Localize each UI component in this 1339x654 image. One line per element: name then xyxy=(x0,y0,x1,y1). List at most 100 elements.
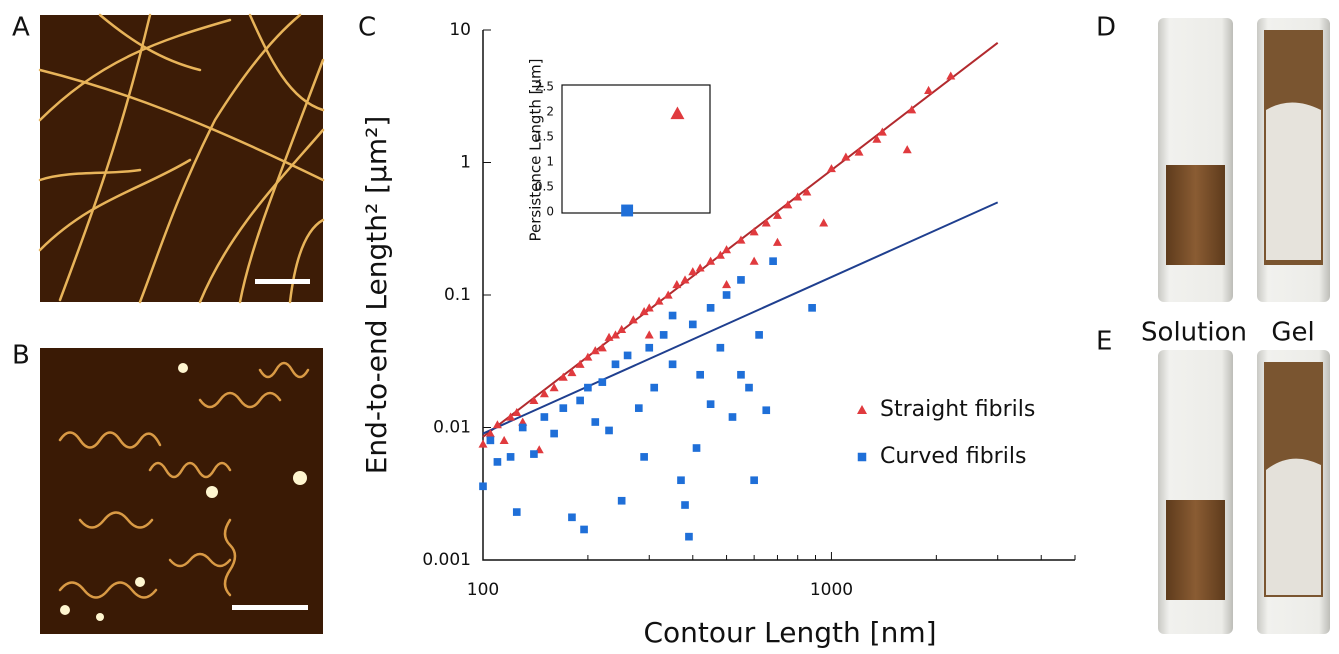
y-axis-label: End-to-end Length² [μm²] xyxy=(360,116,393,475)
point xyxy=(688,320,697,329)
point xyxy=(716,343,725,352)
point xyxy=(755,331,763,339)
point xyxy=(598,378,607,386)
point xyxy=(479,482,487,491)
panel-label: E xyxy=(1096,327,1112,357)
point xyxy=(486,436,495,445)
afm-image-b xyxy=(40,348,323,634)
point xyxy=(634,404,643,412)
point xyxy=(681,501,689,509)
point xyxy=(745,383,753,392)
panel-label: B xyxy=(12,341,30,371)
point xyxy=(854,147,864,156)
point xyxy=(628,315,638,324)
x-axis-label: Contour Length [nm] xyxy=(643,616,936,649)
point xyxy=(924,85,934,95)
point xyxy=(611,360,620,369)
point xyxy=(529,395,539,405)
point xyxy=(645,343,654,352)
y-tick-label: 1.5 xyxy=(535,130,554,144)
point xyxy=(590,346,600,355)
point xyxy=(644,330,654,339)
point xyxy=(841,152,851,161)
point xyxy=(772,237,782,246)
point xyxy=(692,444,701,452)
point xyxy=(706,256,716,265)
point xyxy=(604,332,614,341)
point xyxy=(583,352,593,361)
point xyxy=(793,192,803,201)
legend-label: Straight fibrils xyxy=(880,397,1035,422)
point xyxy=(668,311,677,320)
point xyxy=(749,227,759,236)
point xyxy=(518,417,528,426)
y-tick-label: 0.5 xyxy=(535,180,554,194)
point xyxy=(783,200,793,209)
point xyxy=(685,532,693,541)
point xyxy=(597,343,607,352)
point xyxy=(696,370,704,379)
point xyxy=(650,383,659,392)
y-tick-label: 0.01 xyxy=(433,418,471,438)
x-tick-label: 1000 xyxy=(810,580,853,600)
point xyxy=(706,304,715,312)
point xyxy=(819,218,829,227)
panel-label: D xyxy=(1096,13,1116,43)
point xyxy=(485,429,495,438)
x-tick-label: 100 xyxy=(467,580,499,600)
point xyxy=(737,370,745,379)
point xyxy=(826,164,836,173)
point xyxy=(558,372,568,381)
point xyxy=(576,396,584,405)
y-tick-label: 1 xyxy=(460,153,471,173)
point xyxy=(715,250,725,259)
point xyxy=(772,210,782,219)
point xyxy=(512,407,522,417)
point xyxy=(722,291,731,299)
point xyxy=(506,412,516,421)
point xyxy=(610,330,620,339)
point xyxy=(680,275,690,284)
photo-caption: Solution xyxy=(1141,318,1247,348)
point xyxy=(539,389,549,398)
point xyxy=(559,404,568,412)
point xyxy=(722,245,732,254)
point xyxy=(518,423,527,432)
panel-label: C xyxy=(358,13,376,43)
y-tick-label: 1 xyxy=(546,155,554,169)
point xyxy=(737,276,745,284)
point xyxy=(617,324,627,334)
point xyxy=(550,429,558,438)
point xyxy=(654,296,664,305)
point xyxy=(688,267,698,276)
point xyxy=(530,450,538,458)
point xyxy=(877,127,887,136)
point xyxy=(750,476,758,485)
y-tick-label: 2 xyxy=(546,105,554,119)
point xyxy=(677,476,685,485)
point xyxy=(540,413,549,421)
point xyxy=(591,418,600,426)
point xyxy=(575,359,585,368)
point xyxy=(659,331,668,339)
point xyxy=(872,134,882,143)
y-tick-label: 2.5 xyxy=(535,80,554,94)
afm-image-a xyxy=(38,13,325,304)
y-tick-label: 0 xyxy=(546,205,554,219)
photo-e xyxy=(1158,350,1330,634)
point xyxy=(749,256,759,265)
point xyxy=(621,204,634,217)
point xyxy=(946,71,956,80)
point xyxy=(512,508,521,516)
inset-y-label: Persistence Length [μm] xyxy=(527,59,545,242)
point xyxy=(769,257,777,266)
point xyxy=(722,280,732,289)
point xyxy=(695,263,705,272)
point xyxy=(672,280,682,289)
point xyxy=(857,405,867,414)
point xyxy=(499,435,509,444)
point xyxy=(728,413,737,421)
photo-caption: Gel xyxy=(1271,318,1314,348)
point xyxy=(736,235,746,244)
point xyxy=(663,290,673,299)
